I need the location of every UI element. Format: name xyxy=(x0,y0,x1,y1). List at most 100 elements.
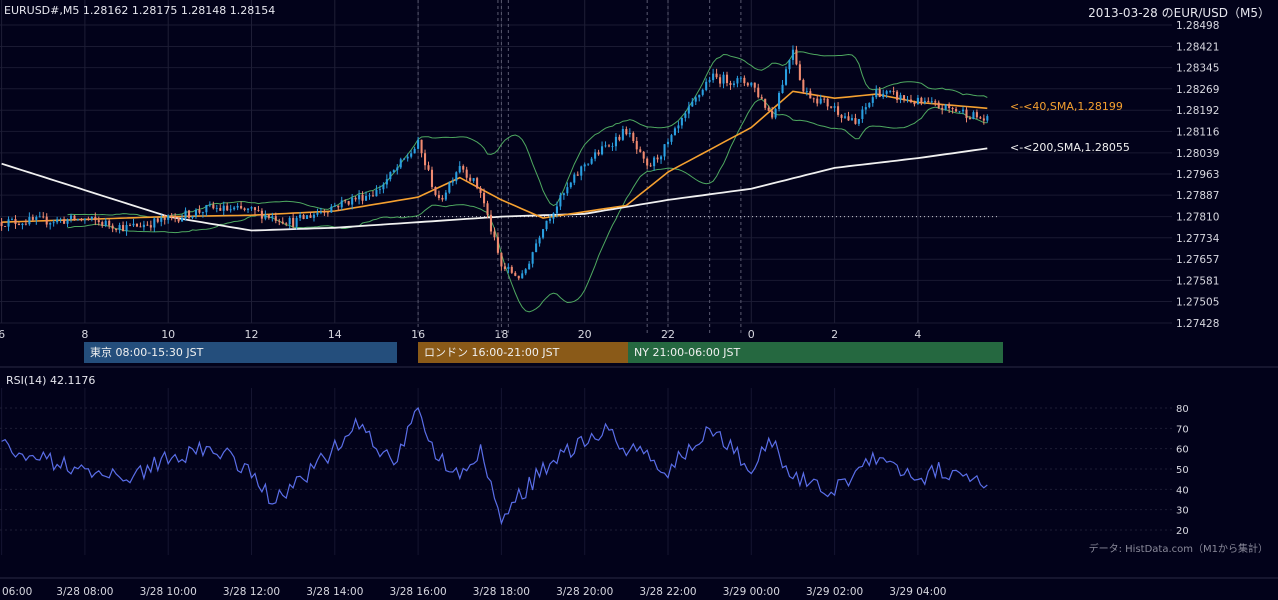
price-tick-label: 1.28192 xyxy=(1176,105,1219,117)
candle-body xyxy=(757,87,760,98)
candle-body xyxy=(104,220,107,226)
candle-body xyxy=(847,116,850,121)
candle-body xyxy=(885,91,888,94)
candle-body xyxy=(687,106,690,114)
candle-body xyxy=(798,64,801,80)
time-axis-label: 3/28 20:00 xyxy=(556,586,613,598)
candle-body xyxy=(257,210,260,211)
candle-body xyxy=(604,145,607,147)
rsi-tick-label: 70 xyxy=(1176,424,1189,435)
candle-body xyxy=(413,148,416,154)
candle-body xyxy=(427,165,430,170)
candle-body xyxy=(826,98,829,107)
rsi-tick-label: 60 xyxy=(1176,445,1189,456)
candle-body xyxy=(538,237,541,244)
candle-body xyxy=(458,166,461,173)
time-axis-label: 3/29 04:00 xyxy=(889,586,946,598)
candle-body xyxy=(132,223,135,226)
price-tick-label: 1.27505 xyxy=(1176,297,1219,309)
candle-body xyxy=(399,159,402,168)
candle-body xyxy=(226,205,229,211)
candle-body xyxy=(451,181,454,183)
candle-body xyxy=(389,172,392,180)
session-tokyo: 東京 08:00-15:30 JST xyxy=(84,342,397,363)
candle-body xyxy=(861,109,864,119)
candle-body xyxy=(521,273,524,279)
candle-body xyxy=(35,217,38,220)
candle-body xyxy=(857,118,860,124)
candle-body xyxy=(909,99,912,103)
candle-body xyxy=(816,98,819,104)
candle-body xyxy=(7,219,10,227)
candle-body xyxy=(420,139,423,154)
candle-body xyxy=(465,169,468,178)
time-axis-label: 3/28 16:00 xyxy=(390,586,447,598)
candle-body xyxy=(305,215,309,219)
candle-body xyxy=(142,224,145,228)
candle-body xyxy=(889,91,892,92)
hour-tick-label: 22 xyxy=(661,328,675,341)
candle-body xyxy=(625,129,628,135)
candle-body xyxy=(937,102,940,108)
candle-body xyxy=(128,224,132,226)
chart-title: 2013-03-28 のEUR/USD（M5） xyxy=(1088,6,1270,20)
candle-body xyxy=(385,179,388,185)
candle-body xyxy=(38,216,41,218)
symbol-ohlc: EURUSD#,M5 1.28162 1.28175 1.28148 1.281… xyxy=(4,4,276,17)
rsi-tick-label: 50 xyxy=(1176,465,1189,476)
rsi-label: RSI(14) 42.1176 xyxy=(6,374,96,387)
candle-body xyxy=(160,217,163,222)
candle-body xyxy=(52,222,55,224)
candle-body xyxy=(878,89,881,97)
time-axis-label: 3/28 22:00 xyxy=(639,586,696,598)
candle-body xyxy=(535,243,538,253)
candle-body xyxy=(767,107,770,111)
candle-body xyxy=(233,207,236,210)
candle-body xyxy=(10,219,14,220)
time-axis-label: 3/28 14:00 xyxy=(306,586,363,598)
candle-body xyxy=(701,89,704,95)
hour-tick-label: 20 xyxy=(578,328,592,341)
candle-body xyxy=(174,216,177,218)
candle-body xyxy=(139,226,142,228)
time-axis-label: 3/29 00:00 xyxy=(723,586,780,598)
candle-body xyxy=(673,128,676,136)
candle-body xyxy=(590,158,593,164)
candle-body xyxy=(479,188,482,193)
candle-body xyxy=(194,209,198,217)
price-tick-label: 1.28345 xyxy=(1176,63,1219,75)
candle-body xyxy=(222,205,225,211)
candle-body xyxy=(382,184,385,190)
candle-body xyxy=(725,74,729,84)
candle-body xyxy=(271,216,274,218)
candle-body xyxy=(215,208,218,209)
candle-body xyxy=(746,83,749,86)
candle-body xyxy=(424,153,427,166)
price-tick-label: 1.28498 xyxy=(1176,20,1219,32)
sma40-label: <-<40,SMA,1.28199 xyxy=(1010,100,1123,113)
bollinger-lower xyxy=(67,98,988,313)
hour-tick-label: 18 xyxy=(494,328,508,341)
candle-body xyxy=(795,49,798,65)
price-tick-label: 1.27581 xyxy=(1176,275,1219,287)
candle-body xyxy=(59,219,62,221)
candle-body xyxy=(462,166,465,170)
candle-body xyxy=(489,214,493,232)
candle-body xyxy=(663,144,666,157)
candle-body xyxy=(764,98,767,108)
candle-body xyxy=(715,73,718,78)
candle-body xyxy=(646,158,649,166)
candle-body xyxy=(968,118,972,119)
candle-body xyxy=(354,197,357,200)
candle-body xyxy=(719,77,722,84)
hour-tick-label: 6 xyxy=(0,328,5,341)
candle-body xyxy=(246,208,250,210)
candle-body xyxy=(66,219,69,224)
candle-body xyxy=(184,210,187,219)
candle-body xyxy=(979,117,982,119)
time-axis-label: 3/28 18:00 xyxy=(473,586,530,598)
candle-body xyxy=(566,187,569,194)
candle-body xyxy=(916,97,919,105)
candle-body xyxy=(319,211,322,213)
candle-body xyxy=(83,218,86,221)
